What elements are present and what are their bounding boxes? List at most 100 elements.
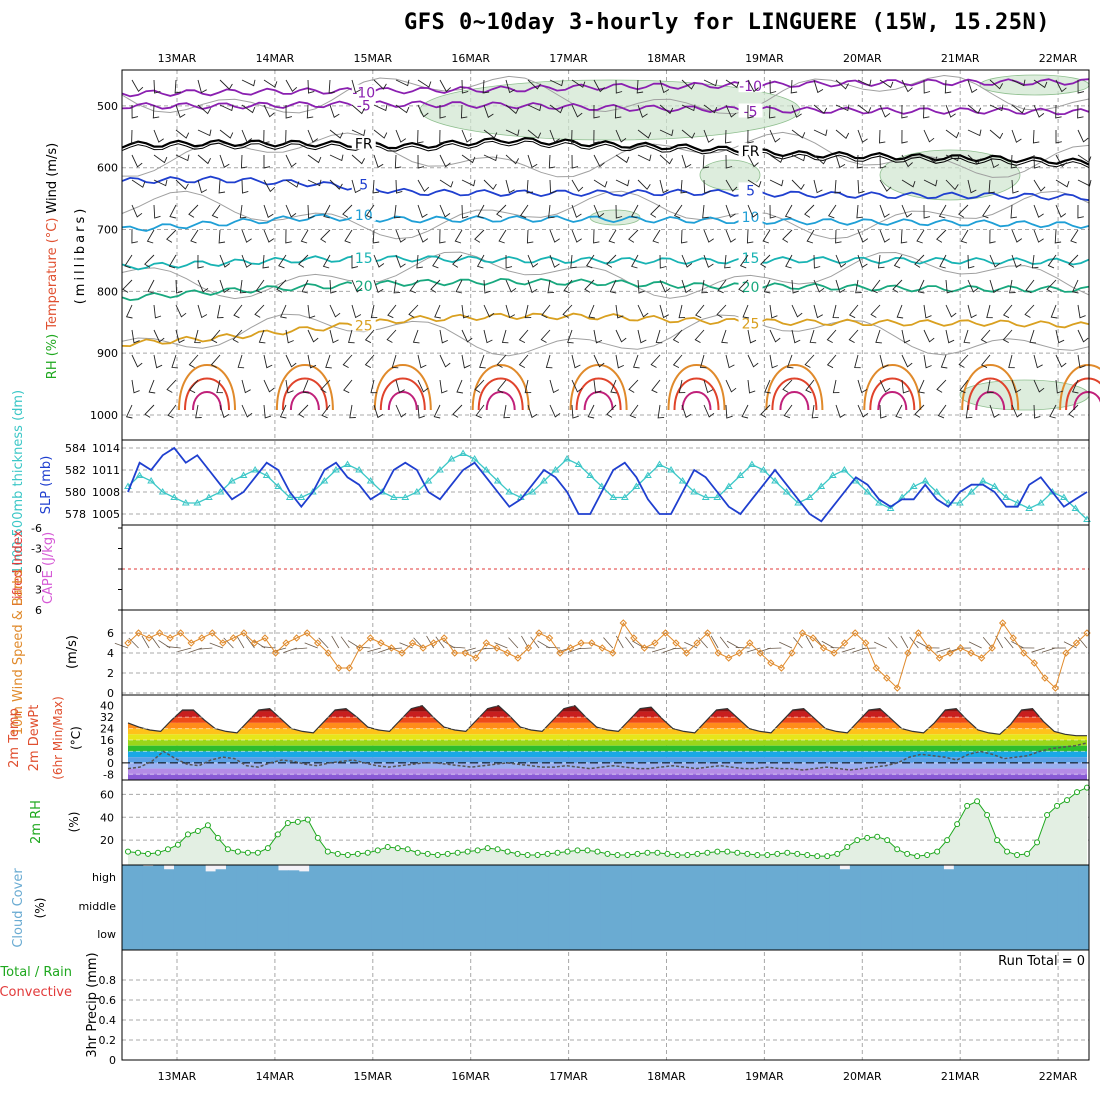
wind-speed-marker [313,639,322,647]
thickness-marker [181,499,190,506]
wind-barb [166,379,177,393]
thickness-marker [759,466,768,473]
wind-barb [615,154,630,164]
wind-barb [900,229,908,244]
thickness-marker [944,499,953,506]
wind-speed-marker [883,674,891,682]
wind-barb [725,404,733,419]
wind-barb [197,279,209,293]
wind-barb [498,229,507,244]
thickness-marker [135,471,144,478]
wind-barb [1033,404,1041,419]
rh-marker [224,846,231,853]
isotherm-label-bg [351,97,376,112]
thickness-marker [921,477,930,484]
wind-barb [279,404,287,419]
surface-wind-barb [651,647,666,653]
wind-barb [636,79,644,94]
li-tick: 6 [35,604,42,617]
wind-barb [434,304,441,319]
wind-barb [373,154,384,168]
thickness-marker [886,504,895,511]
wind-barb [219,154,230,168]
wind-barb [681,279,692,294]
wind-barb [131,154,143,168]
surface-wind-barb [177,647,192,652]
rh-marker [574,847,581,854]
cloud-bar [953,865,965,950]
wind-barb [351,79,362,94]
wind-speed-marker [904,649,912,657]
wind-barb [349,404,356,419]
surface-wind-barb [451,646,466,649]
isotherm-label: -5 [744,104,758,120]
wind-barb [475,404,485,419]
wind-barb [791,279,799,294]
rh-marker [434,852,441,858]
wind-speed-marker [682,649,691,657]
wind-barb [746,229,754,244]
thickness-marker [563,455,571,462]
wind-barb [1055,154,1067,168]
wind-barb [813,179,823,194]
surface-wind-barb [684,641,698,649]
wind-barb [584,279,595,293]
wind-barb [348,329,355,344]
warm-loop [869,377,916,411]
thickness-marker [193,499,202,506]
temp-band [128,774,1087,780]
wind-barb [501,329,509,344]
temp-band [128,751,1087,758]
wind-barb [233,304,243,319]
wind-barb [474,229,485,243]
wind-barb [678,304,686,319]
surface-wind-barb [318,637,329,649]
isotherm-label: -10 [739,79,762,95]
warm-loop [477,377,524,411]
wind-barb [241,229,252,243]
wind-barb [923,329,935,343]
surface-wind-barb [1041,647,1056,653]
wind-barb [672,329,683,343]
wind-barb [562,304,573,318]
wind-barb [989,254,1001,268]
wind-barb [987,379,994,394]
wind-speed-marker [250,639,259,647]
warm-loop [779,391,810,411]
thickness-marker [690,488,699,495]
cloud-bar [1057,865,1069,950]
thickness-marker [297,493,306,500]
thickness-marker [239,471,248,478]
rh-marker [524,852,531,858]
wind-barb [571,379,583,393]
wind-barb [989,154,1000,169]
warm-loop [771,377,818,411]
wind-barb [1068,404,1079,418]
date-label-top: 15MAR [353,52,392,65]
wind-barb [593,129,600,144]
wind-barb [1033,204,1044,218]
wind-barb [879,154,887,169]
cloud-bar [277,870,289,950]
wind-barb [395,229,406,243]
temp-tick: 0 [107,757,114,770]
wind-barb [175,129,190,139]
cloud-bar [683,865,695,950]
wind-barb [879,379,891,393]
wind-barb [263,404,272,419]
surface-wind-barb [710,635,719,649]
wind-barb [328,79,336,94]
wind-barb [1050,304,1058,319]
wind-barb [1077,129,1089,143]
wind-barb [892,279,903,293]
surface-wind-barb [603,637,614,649]
wind-barb [408,304,419,318]
wind-tick: 6 [107,627,114,640]
wind-barb [1054,229,1062,244]
wind-barb [1011,229,1023,243]
wind-barb [505,129,520,137]
wind-barb [791,154,806,162]
cloud-bar [288,870,300,950]
thickness-marker [493,477,502,484]
thickness-marker [158,488,167,495]
